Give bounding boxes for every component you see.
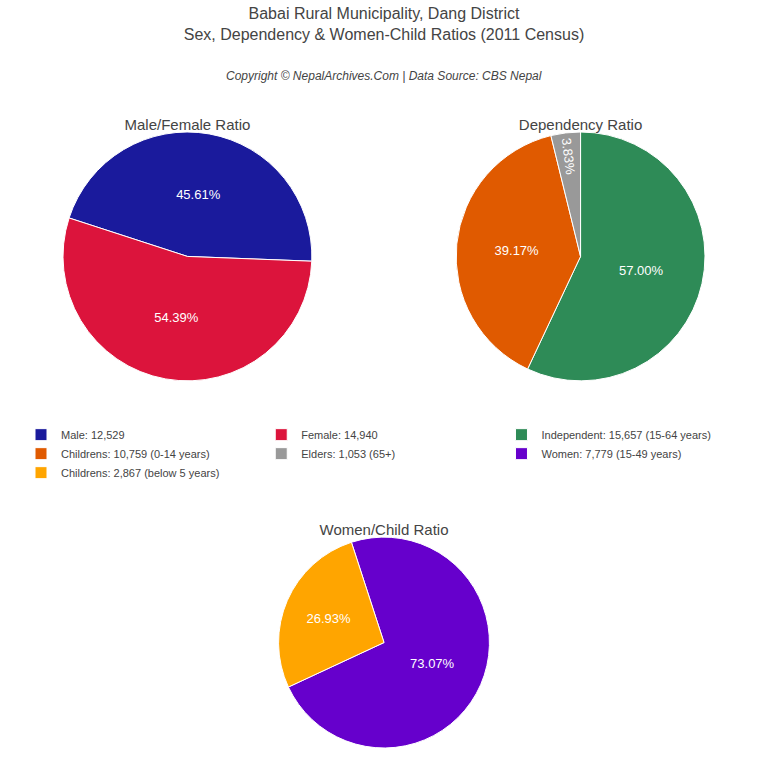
svg-text:Childrens: 2,867 (below 5 year: Childrens: 2,867 (below 5 years) [61,467,219,479]
svg-text:Women: 7,779 (15-49 years): Women: 7,779 (15-49 years) [541,448,681,460]
svg-text:Elders: 1,053 (65+): Elders: 1,053 (65+) [301,448,395,460]
svg-text:54.39%: 54.39% [154,310,199,325]
svg-text:26.93%: 26.93% [306,611,351,626]
svg-text:Dependency Ratio: Dependency Ratio [519,116,642,133]
svg-text:39.17%: 39.17% [495,243,540,258]
svg-text:Women/Child Ratio: Women/Child Ratio [320,521,449,538]
svg-text:Babai Rural Municipality, Dang: Babai Rural Municipality, Dang DistrictS… [184,5,585,43]
svg-text:Independent: 15,657 (15-64 yea: Independent: 15,657 (15-64 years) [541,429,710,441]
svg-text:73.07%: 73.07% [410,656,455,671]
svg-text:Female: 14,940: Female: 14,940 [301,429,377,441]
svg-text:45.61%: 45.61% [176,187,221,202]
svg-text:Male: 12,529: Male: 12,529 [61,429,125,441]
svg-text:57.00%: 57.00% [619,263,664,278]
svg-text:Male/Female Ratio: Male/Female Ratio [124,116,250,133]
svg-text:3.83%: 3.83% [559,137,578,176]
svg-text:Childrens: 10,759 (0-14 years): Childrens: 10,759 (0-14 years) [61,448,210,460]
svg-text:Copyright © NepalArchives.Com: Copyright © NepalArchives.Com | Data Sou… [226,69,542,83]
